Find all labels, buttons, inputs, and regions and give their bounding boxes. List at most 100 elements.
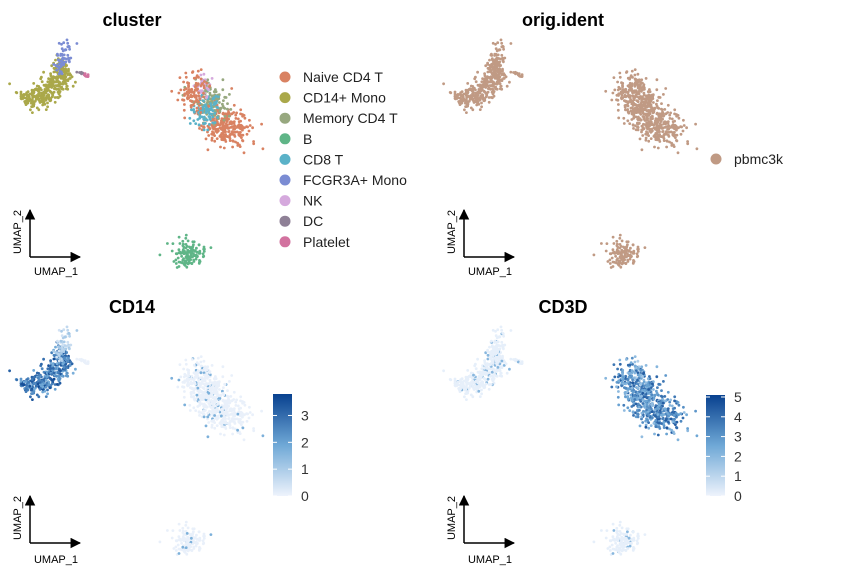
cell-point [199, 68, 203, 71]
cell-point [229, 407, 233, 411]
cell-point [225, 119, 229, 122]
cell-point [647, 398, 651, 402]
cell-point [681, 129, 685, 133]
legend-label: B [303, 131, 312, 147]
cell-point [62, 41, 66, 45]
cell-point [480, 388, 483, 392]
cell-point [179, 88, 183, 92]
cell-point [491, 346, 495, 349]
cell-point [197, 243, 201, 247]
cell-point [213, 426, 217, 430]
cell-point [216, 116, 219, 119]
cell-point [200, 411, 203, 415]
cell-point [166, 529, 169, 532]
cell-point [192, 240, 196, 244]
cell-point [453, 90, 457, 94]
cell-point [184, 374, 188, 377]
cell-point [46, 105, 49, 109]
cell-point [639, 81, 643, 85]
cell-point [69, 56, 73, 60]
cell-point [223, 401, 227, 405]
cell-point [245, 132, 249, 136]
cell-point [61, 61, 64, 65]
cell-point [19, 377, 23, 381]
cell-point [673, 108, 677, 112]
cell-point [188, 542, 192, 546]
cell-point [491, 375, 495, 379]
cell-point [652, 134, 656, 138]
cell-point [620, 253, 623, 257]
cell-point [54, 58, 57, 62]
cell-point [474, 75, 477, 79]
cell-point [493, 339, 497, 343]
cell-point [227, 401, 231, 405]
cell-point [177, 260, 181, 264]
cell-point [617, 103, 620, 106]
cell-point [686, 429, 690, 433]
cell-point [482, 377, 486, 380]
cell-point [25, 387, 28, 391]
cell-point [639, 373, 643, 377]
cell-point [228, 380, 231, 383]
cell-point [668, 427, 671, 431]
cell-point [197, 91, 201, 95]
cell-point [40, 92, 44, 96]
cell-point [679, 125, 682, 129]
cell-point [34, 384, 38, 388]
cell-point [669, 398, 672, 402]
cell-point [63, 48, 67, 52]
cell-point [223, 134, 227, 138]
cell-point [245, 419, 249, 423]
cell-point [461, 380, 464, 384]
cell-point [621, 258, 625, 262]
cell-point [631, 410, 635, 414]
cell-point [177, 248, 181, 252]
cell-point [207, 115, 211, 118]
cell-point [192, 406, 196, 410]
cell-point [469, 371, 473, 375]
cell-point [230, 374, 234, 377]
cell-point [243, 403, 247, 407]
cell-point [500, 359, 504, 363]
cell-point [206, 394, 209, 398]
cell-point [185, 256, 188, 259]
cell-point [234, 117, 238, 120]
cell-point [636, 412, 639, 416]
cell-point [197, 381, 201, 385]
cell-point [623, 382, 626, 385]
cell-point [626, 363, 630, 367]
cell-point [212, 377, 216, 381]
cell-point [24, 390, 28, 393]
cell-point [235, 417, 239, 421]
cell-point [30, 388, 33, 392]
cell-point [188, 532, 191, 536]
cell-point [632, 391, 635, 394]
cell-point [477, 389, 481, 393]
cell-point [499, 325, 503, 329]
cell-point [191, 390, 195, 394]
cell-point [648, 94, 652, 98]
cell-point [172, 260, 176, 263]
cell-point [667, 127, 670, 131]
cell-point [41, 385, 45, 389]
cell-point [644, 112, 648, 116]
cell-point [509, 42, 513, 45]
cell-point [186, 239, 190, 243]
cell-point [192, 530, 195, 534]
cell-point [260, 409, 263, 413]
cell-point [185, 543, 188, 546]
cell-point [631, 252, 635, 255]
cell-point [226, 422, 230, 425]
cell-point [641, 115, 645, 118]
cell-point [654, 138, 658, 142]
cell-point [208, 410, 211, 413]
cell-point [656, 126, 660, 129]
cell-point [649, 424, 653, 427]
cell-point [44, 91, 48, 95]
cell-point [478, 91, 482, 95]
cell-point [665, 145, 668, 149]
cell-point [497, 356, 500, 360]
cell-point [42, 381, 46, 385]
cell-point [635, 105, 639, 109]
cell-point [191, 358, 194, 361]
